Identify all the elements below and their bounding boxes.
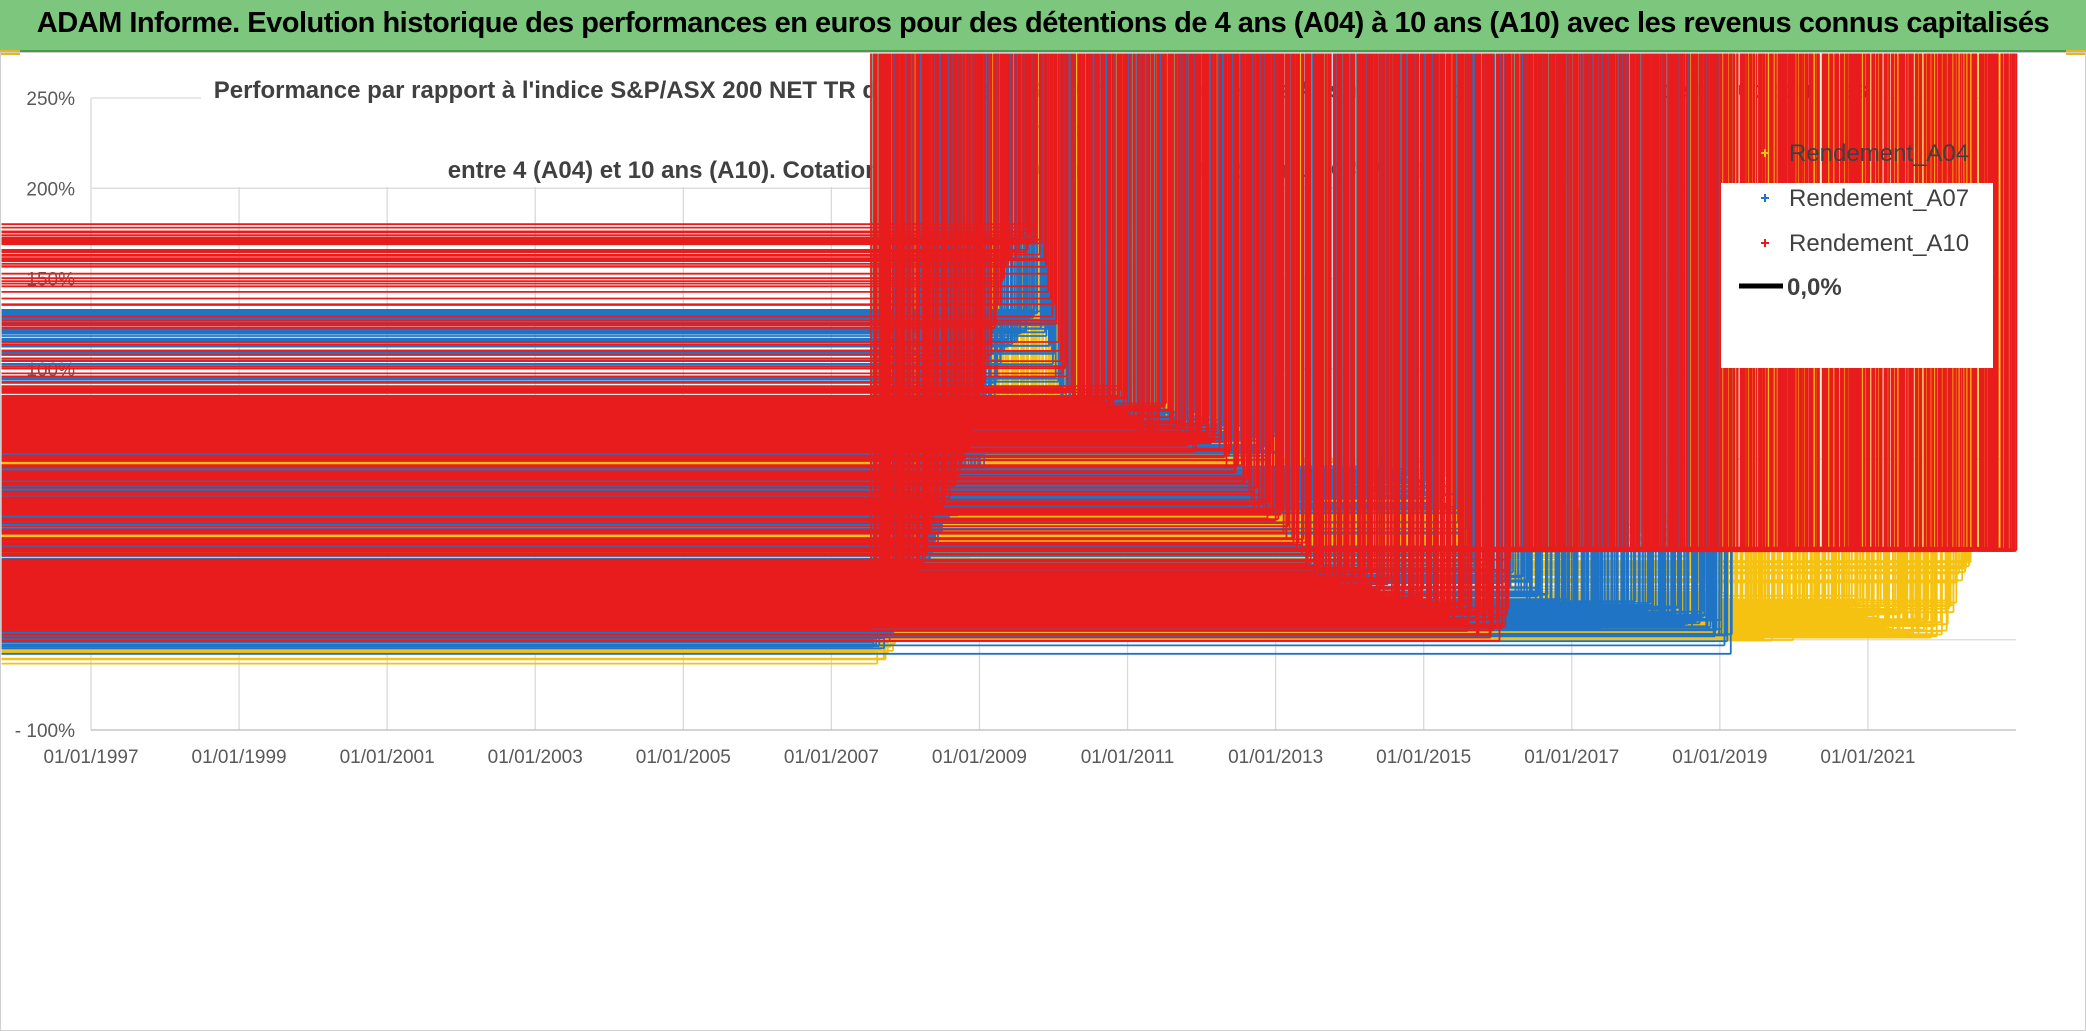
legend-marker bbox=[1761, 149, 1769, 157]
report-title: ADAM Informe. Evolution historique des p… bbox=[36, 7, 2050, 39]
x-tick-label: 01/01/2005 bbox=[636, 747, 731, 768]
legend-label: Rendement_A10 bbox=[1789, 230, 1969, 257]
x-tick-label: 01/01/2015 bbox=[1376, 747, 1471, 768]
legend-marker bbox=[1761, 194, 1769, 202]
legend-label: 0,0% bbox=[1787, 274, 1842, 301]
chart-area: 250% 200% 150% 100% 50% 0% - 50% - 100% 01/01/19… bbox=[0, 52, 2086, 1031]
legend-box bbox=[1721, 183, 1993, 368]
x-tick-label: 01/01/1999 bbox=[192, 747, 287, 768]
y-tick-label: 250% bbox=[26, 89, 75, 110]
x-tick-label: 01/01/2009 bbox=[932, 747, 1027, 768]
series-rendement-a10 bbox=[1, 53, 2018, 642]
y-tick-label: 150% bbox=[26, 270, 75, 291]
performance-chart: 250%200%150%100%50%0%- 50%- 100%01/01/19… bbox=[1, 53, 2018, 768]
y-tick-label: - 100% bbox=[15, 721, 75, 742]
y-tick-label: 200% bbox=[26, 179, 75, 200]
x-tick-label: 01/01/2017 bbox=[1524, 747, 1619, 768]
legend-label: Rendement_A07 bbox=[1789, 185, 1969, 212]
x-tick-label: 01/01/1997 bbox=[43, 747, 138, 768]
x-tick-label: 01/01/2007 bbox=[784, 747, 879, 768]
report-banner: ADAM Informe. Evolution historique des p… bbox=[0, 0, 2086, 52]
x-tick-label: 01/01/2003 bbox=[488, 747, 583, 768]
x-tick-label: 01/01/2019 bbox=[1672, 747, 1767, 768]
x-tick-label: 01/01/2011 bbox=[1081, 747, 1175, 768]
legend-label: Rendement_A04 bbox=[1789, 140, 1969, 167]
legend-marker bbox=[1761, 239, 1769, 247]
x-tick-label: 01/01/2021 bbox=[1820, 747, 1915, 768]
x-tick-label: 01/01/2013 bbox=[1228, 747, 1323, 768]
x-tick-label: 01/01/2001 bbox=[340, 747, 435, 768]
